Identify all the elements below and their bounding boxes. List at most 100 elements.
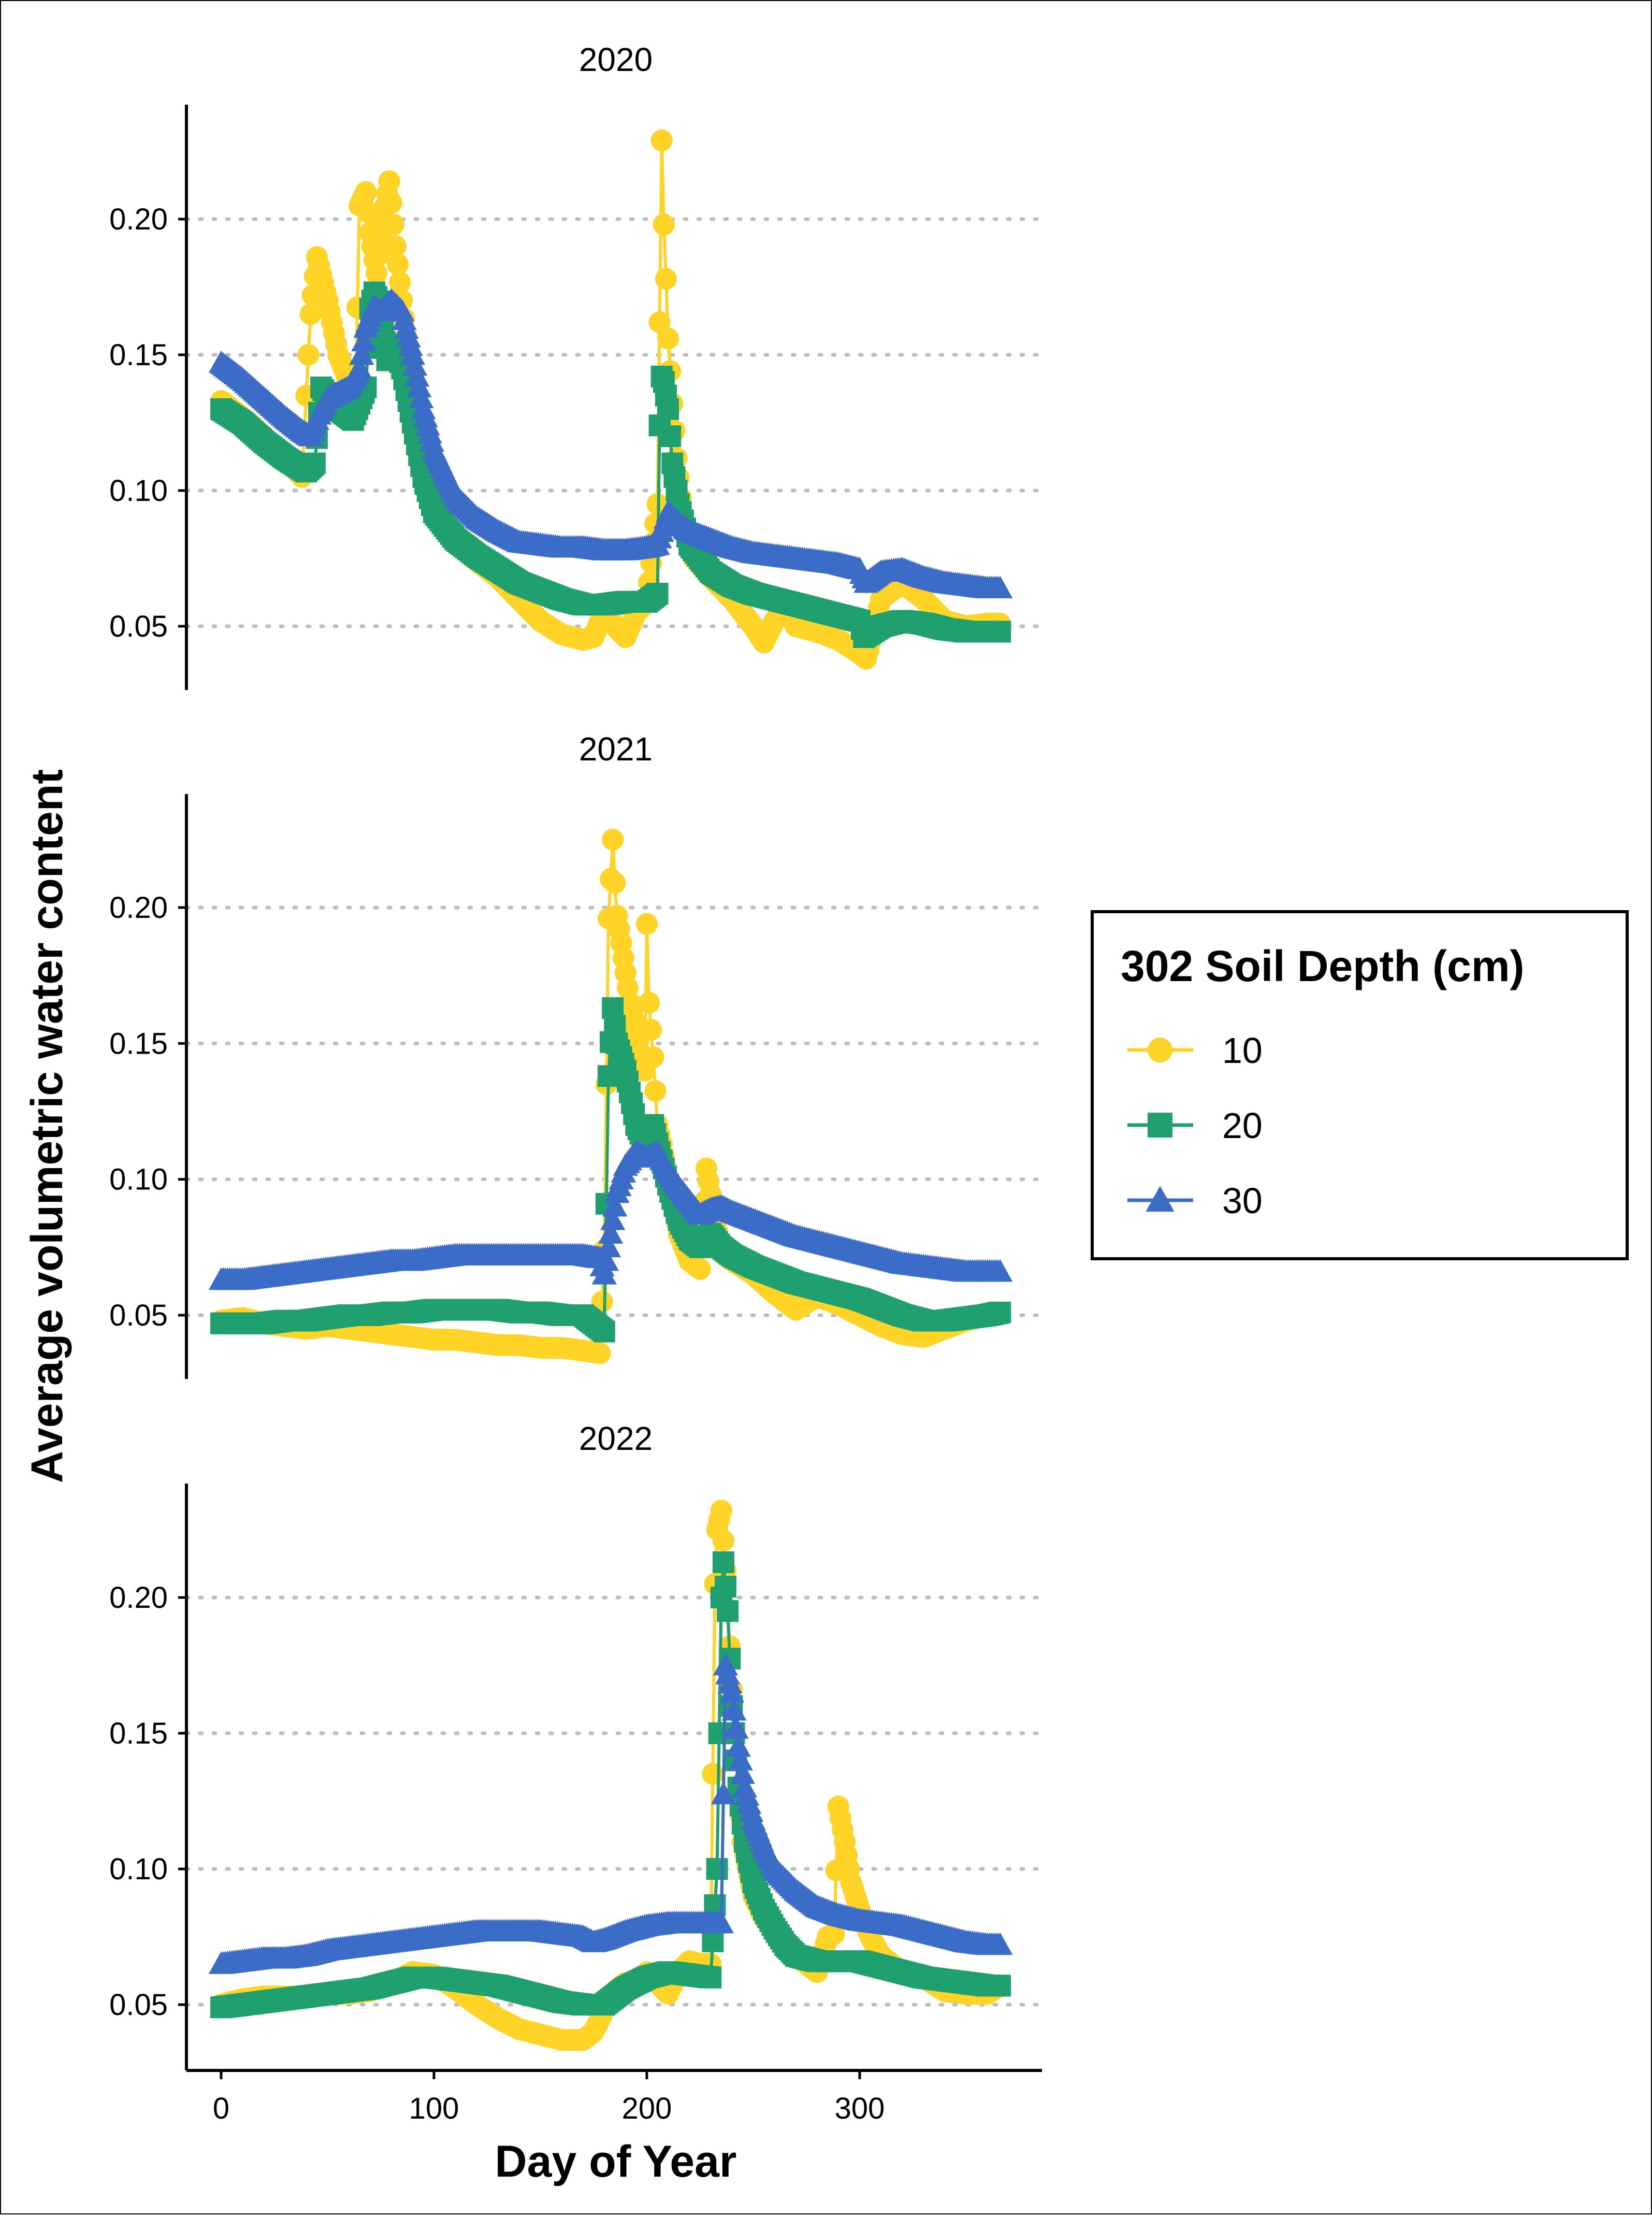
y-tick-label: 0.05 [109, 1299, 168, 1332]
data-point [598, 1221, 624, 1244]
data-point [299, 303, 322, 325]
data-point [712, 1551, 734, 1573]
series-30cm [208, 288, 1013, 598]
data-point [385, 235, 407, 257]
data-point [659, 425, 682, 448]
data-point [368, 244, 390, 266]
y-tick-label: 0.10 [109, 474, 168, 508]
series-30cm [208, 1140, 1013, 1290]
data-point [589, 1342, 611, 1364]
data-point [591, 1290, 613, 1313]
facet-title: 2022 [579, 1420, 653, 1457]
data-point [347, 356, 372, 379]
legend-item-20: 20 [1127, 1105, 1263, 1146]
facet-panel-2022: 2022 0.05 0.10 0.15 0.20 [109, 1420, 1044, 2070]
data-point [706, 1858, 728, 1880]
data-point [648, 311, 671, 334]
data-point [402, 353, 428, 376]
y-tick-label: 0.15 [109, 1027, 168, 1060]
data-point [710, 1500, 732, 1522]
data-point [726, 1734, 751, 1757]
y-tick-label: 0.05 [109, 1988, 168, 2022]
data-point [711, 1781, 736, 1805]
data-point [646, 583, 669, 605]
series-20cm [210, 1551, 1011, 2019]
data-point [380, 192, 402, 214]
data-point [700, 1966, 722, 1989]
data-point [636, 913, 658, 935]
data-point [593, 1248, 619, 1271]
legend-marker [1148, 1038, 1172, 1062]
data-point [600, 1207, 626, 1230]
data-point [989, 1975, 1011, 1997]
data-point [715, 1576, 737, 1598]
data-point [989, 621, 1011, 643]
data-point [723, 1716, 749, 1739]
data-point [719, 1680, 745, 1703]
y-axis-title: Average volumetric water content [22, 769, 72, 1483]
legend-label: 30 [1222, 1181, 1263, 1221]
data-point [657, 327, 679, 350]
data-point [349, 342, 374, 365]
y-tick-label: 0.05 [109, 610, 168, 643]
facet-title: 2020 [579, 41, 653, 78]
data-point [702, 1930, 724, 1952]
x-tick-label: 300 [835, 2092, 885, 2125]
series-20cm [210, 281, 1011, 648]
legend-item-30: 30 [1127, 1181, 1263, 1221]
x-axis-title: Day of Year [495, 2137, 737, 2186]
y-tick-label: 0.15 [109, 1717, 168, 1750]
y-tick-label: 0.20 [109, 1581, 168, 1615]
data-point [382, 213, 404, 236]
series-30cm [208, 1652, 1013, 1974]
data-point [730, 1761, 756, 1784]
data-point [378, 170, 400, 192]
data-point [650, 129, 673, 152]
y-tick-label: 0.10 [109, 1163, 168, 1197]
x-tick-label: 100 [409, 2092, 459, 2125]
y-tick-label: 0.15 [109, 338, 168, 372]
data-point [604, 872, 626, 894]
data-point [988, 1259, 1013, 1282]
data-point [702, 1763, 724, 1785]
data-point [823, 1923, 845, 1945]
data-point [655, 268, 677, 290]
data-point [642, 1046, 664, 1068]
legend-title: 302 Soil Depth (cm) [1121, 942, 1525, 990]
y-tick-label: 0.20 [109, 203, 168, 236]
legend-label: 20 [1222, 1105, 1263, 1146]
data-point [351, 328, 376, 352]
data-point [591, 1262, 617, 1285]
series-20cm [210, 997, 1011, 1343]
data-point [708, 1910, 734, 1934]
x-tick-label: 0 [213, 2092, 229, 2125]
legend-item-10: 10 [1127, 1030, 1263, 1071]
data-point [989, 1301, 1011, 1323]
data-point [596, 1234, 621, 1258]
data-point [712, 1529, 734, 1551]
x-tick-label: 200 [622, 2092, 672, 2125]
legend-marker [1148, 1113, 1172, 1138]
data-point [653, 213, 675, 236]
legend-marker [1146, 1186, 1175, 1212]
data-point [689, 1258, 711, 1280]
data-point [303, 452, 326, 474]
data-point [400, 342, 426, 365]
data-point [366, 262, 388, 284]
data-point [297, 344, 320, 366]
facet-title: 2021 [579, 730, 653, 768]
legend-label: 10 [1222, 1030, 1263, 1071]
data-point [389, 271, 411, 294]
data-point [407, 375, 432, 398]
y-tick-label: 0.10 [109, 1852, 168, 1886]
x-axis: 0 100 200 300 [186, 2069, 1042, 2125]
data-point [355, 181, 377, 203]
data-point [404, 364, 430, 387]
data-point [602, 1193, 628, 1217]
data-point [657, 398, 679, 420]
data-point [640, 1019, 662, 1041]
data-point [728, 1748, 753, 1771]
data-point [638, 991, 660, 1014]
